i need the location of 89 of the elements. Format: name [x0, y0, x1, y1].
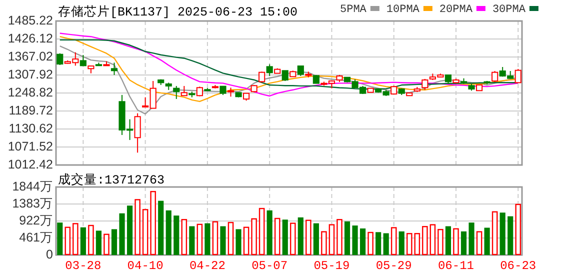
bar — [158, 200, 164, 255]
y-tick-label: 1485.22 — [8, 13, 54, 28]
bar — [266, 210, 272, 255]
bar — [390, 227, 397, 256]
x-tick-label: 03-28 — [65, 259, 102, 273]
x-tick-label: 04-10 — [127, 259, 164, 273]
bar — [313, 223, 319, 255]
bar — [126, 206, 133, 255]
y-tick-label: 0 — [46, 247, 54, 262]
bar — [96, 230, 102, 255]
bar — [290, 222, 296, 256]
bar — [406, 233, 412, 256]
bar — [64, 226, 71, 256]
y-tick-label: 1367.02 — [8, 49, 54, 64]
bar — [508, 216, 514, 255]
y-tick-label: 1189.72 — [8, 103, 54, 118]
bar — [414, 233, 420, 256]
bar — [438, 228, 444, 256]
bar — [204, 223, 210, 255]
legend-label: 10PMA — [386, 4, 420, 16]
y-tick-label: 1307.92 — [8, 67, 54, 82]
y-tick-label: 922万 — [19, 213, 53, 228]
bar — [282, 220, 288, 255]
bar — [189, 226, 195, 255]
bar — [174, 216, 180, 255]
bar — [398, 231, 404, 255]
bar — [72, 223, 78, 256]
bar — [328, 224, 335, 256]
candlestick — [110, 62, 118, 76]
x-tick-label: 04-22 — [189, 259, 226, 273]
bar — [274, 218, 280, 256]
bar — [251, 218, 257, 256]
bar — [111, 229, 118, 255]
bar — [181, 219, 188, 256]
y-tick-label: 1071.52 — [8, 139, 54, 154]
y-tick-label: 1248.82 — [8, 85, 54, 100]
bar — [352, 226, 358, 255]
y-tick-label: 1426.12 — [8, 31, 54, 46]
bar — [298, 217, 304, 255]
bar — [80, 227, 86, 255]
bar — [243, 226, 250, 256]
legend-label: 20PMA — [439, 4, 473, 16]
bar — [119, 213, 125, 255]
bar — [212, 221, 218, 256]
bar — [57, 222, 63, 255]
bar — [430, 224, 436, 256]
y-tick-label: 1844万 — [12, 179, 53, 194]
bar — [150, 190, 156, 256]
bar — [460, 231, 467, 255]
bar — [88, 224, 94, 256]
y-tick-label: 1383万 — [12, 196, 53, 210]
bar — [134, 199, 140, 256]
bar — [445, 226, 452, 255]
bar — [376, 232, 382, 255]
bar — [196, 224, 203, 256]
bar — [228, 222, 234, 256]
bar — [383, 233, 389, 255]
bar — [220, 226, 226, 255]
bar — [468, 222, 474, 255]
bar — [236, 229, 242, 255]
legend-label: 30PMA — [492, 4, 526, 16]
x-tick-label: 05-29 — [376, 259, 412, 273]
bar — [422, 226, 428, 256]
bar — [360, 228, 366, 255]
chart-title: 存储芯片[BK1137] 2025-06-23 15:00 — [58, 4, 298, 20]
x-tick-label: 05-07 — [252, 259, 288, 273]
bar — [453, 228, 459, 256]
bar — [500, 212, 506, 255]
bar — [306, 220, 312, 256]
bar — [344, 221, 350, 255]
x-tick-label: 06-11 — [438, 259, 474, 273]
y-tick-label: 1012.42 — [8, 157, 54, 172]
bar — [166, 210, 172, 255]
bar — [142, 209, 148, 256]
bar — [104, 234, 110, 256]
bar — [321, 231, 327, 256]
bar — [515, 204, 522, 256]
bar — [476, 231, 482, 256]
x-tick-label: 06-23 — [500, 259, 536, 273]
bar — [368, 232, 374, 256]
y-tick-label: 1130.62 — [8, 121, 54, 136]
bar — [492, 211, 498, 256]
y-tick-label: 461万 — [19, 230, 53, 244]
bar — [484, 228, 490, 255]
legend-label: 5PMA — [340, 4, 367, 16]
bar — [258, 208, 265, 256]
x-tick-label: 05-19 — [314, 259, 350, 273]
bar — [336, 219, 342, 256]
chart-title: 成交量:13712763 — [58, 171, 165, 188]
